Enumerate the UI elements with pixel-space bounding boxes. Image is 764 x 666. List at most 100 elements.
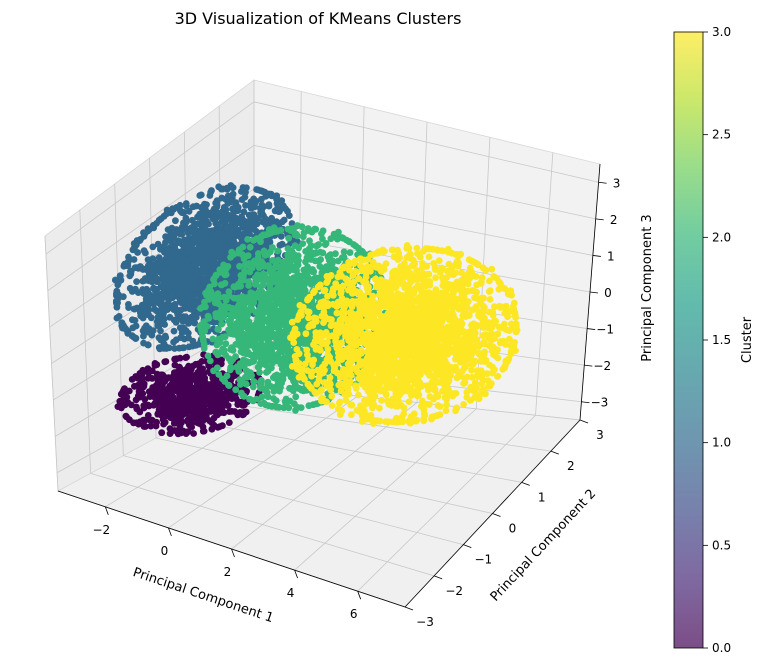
scatter-point (191, 371, 199, 379)
scatter-point (232, 386, 240, 394)
scatter-point (285, 404, 293, 412)
scatter-point (166, 425, 174, 432)
scatter-point (328, 259, 336, 267)
scatter-point (165, 344, 173, 352)
scatter-point (157, 317, 165, 325)
scatter-point (305, 402, 313, 410)
scatter-point (124, 301, 132, 308)
z-gridline (253, 188, 593, 256)
z-gridline (253, 144, 596, 220)
x-tick-label: 4 (287, 586, 295, 600)
scatter-point (193, 266, 201, 274)
y-gridline (221, 402, 551, 452)
scatter-point (185, 343, 193, 351)
scatter-point (229, 205, 237, 213)
scatter-point (124, 262, 132, 270)
scatter-point (432, 274, 439, 282)
y-gridline (188, 419, 522, 483)
scatter-point (133, 278, 141, 285)
scatter-point (157, 327, 164, 335)
scatter-point (127, 270, 135, 278)
scatter-point (272, 343, 280, 350)
scatter-point (175, 344, 183, 352)
scatter-point (177, 429, 185, 437)
scatter-point (200, 341, 208, 349)
scatter-point (114, 279, 122, 287)
scatter-point (178, 370, 186, 378)
x-tick-label: 0 (161, 544, 169, 558)
scatter-point (138, 370, 146, 378)
y-tick-label: −1 (474, 553, 492, 567)
scatter-point (179, 295, 187, 303)
scatter-point (207, 188, 215, 196)
scatter-point (182, 276, 189, 284)
scatter-point (119, 324, 126, 332)
scatter-point (264, 393, 272, 401)
scatter-point (189, 246, 197, 254)
scatter-point (298, 223, 306, 231)
scatter-point (209, 215, 217, 223)
y-tick (521, 481, 530, 486)
scatter-point (232, 307, 240, 315)
scatter-point (145, 311, 153, 319)
scatter-point (128, 332, 136, 340)
scatter-point (244, 252, 252, 260)
scatter-point (273, 371, 281, 379)
scatter-point (179, 238, 187, 245)
scatter-point (269, 244, 276, 251)
scatter-point (266, 346, 274, 354)
scatter-point (307, 256, 315, 263)
scatter-point (169, 393, 177, 401)
scatter-point (205, 239, 213, 247)
scatter-point (150, 222, 157, 229)
scatter-point (171, 355, 179, 363)
scatter-point (198, 321, 206, 328)
scatter-point (272, 397, 280, 405)
scatter-point (183, 353, 191, 361)
scatter-point (185, 382, 193, 389)
scatter-point (144, 374, 152, 382)
scatter-point (151, 399, 159, 407)
scatter-point (229, 269, 237, 277)
scatter-point (168, 224, 176, 232)
scatter-point (145, 306, 153, 313)
scatter-point (198, 217, 206, 225)
scatter-point (159, 381, 166, 389)
scatter-point (212, 348, 220, 356)
scatter-point (193, 388, 200, 396)
scatter-point (139, 416, 147, 424)
scatter-point (215, 371, 223, 378)
scatter-point (161, 291, 169, 299)
z-tick-label: 1 (607, 249, 615, 263)
scatter-point (125, 253, 132, 261)
scatter-point (206, 357, 214, 365)
scatter-point (166, 313, 174, 321)
x-tick-label: 2 (224, 565, 232, 579)
scatter-point (287, 258, 294, 266)
scatter-point (140, 423, 148, 430)
scatter-point (171, 300, 179, 308)
scatter-point (290, 279, 298, 287)
scatter-point (178, 287, 185, 294)
y-tick (550, 450, 559, 455)
scatter-point (237, 363, 245, 370)
scatter-point (241, 373, 249, 381)
scatter-point (152, 293, 160, 300)
scatter-point (212, 199, 220, 207)
scatter-point (167, 209, 175, 217)
scatter-point (198, 376, 206, 383)
scatter-point (193, 380, 201, 387)
scatter-point (293, 232, 301, 240)
scatter-point (208, 419, 216, 427)
scatter-point (240, 392, 248, 400)
scatter-point (318, 230, 325, 238)
scatter-point (257, 294, 264, 302)
scatter-point (188, 301, 196, 308)
scatter-point (226, 366, 234, 374)
scatter-point (170, 232, 178, 240)
scatter-point (133, 304, 141, 312)
y-gridline (123, 455, 464, 546)
scatter-point (378, 396, 385, 404)
scatter-point (187, 266, 195, 274)
scatter-point (207, 403, 215, 411)
